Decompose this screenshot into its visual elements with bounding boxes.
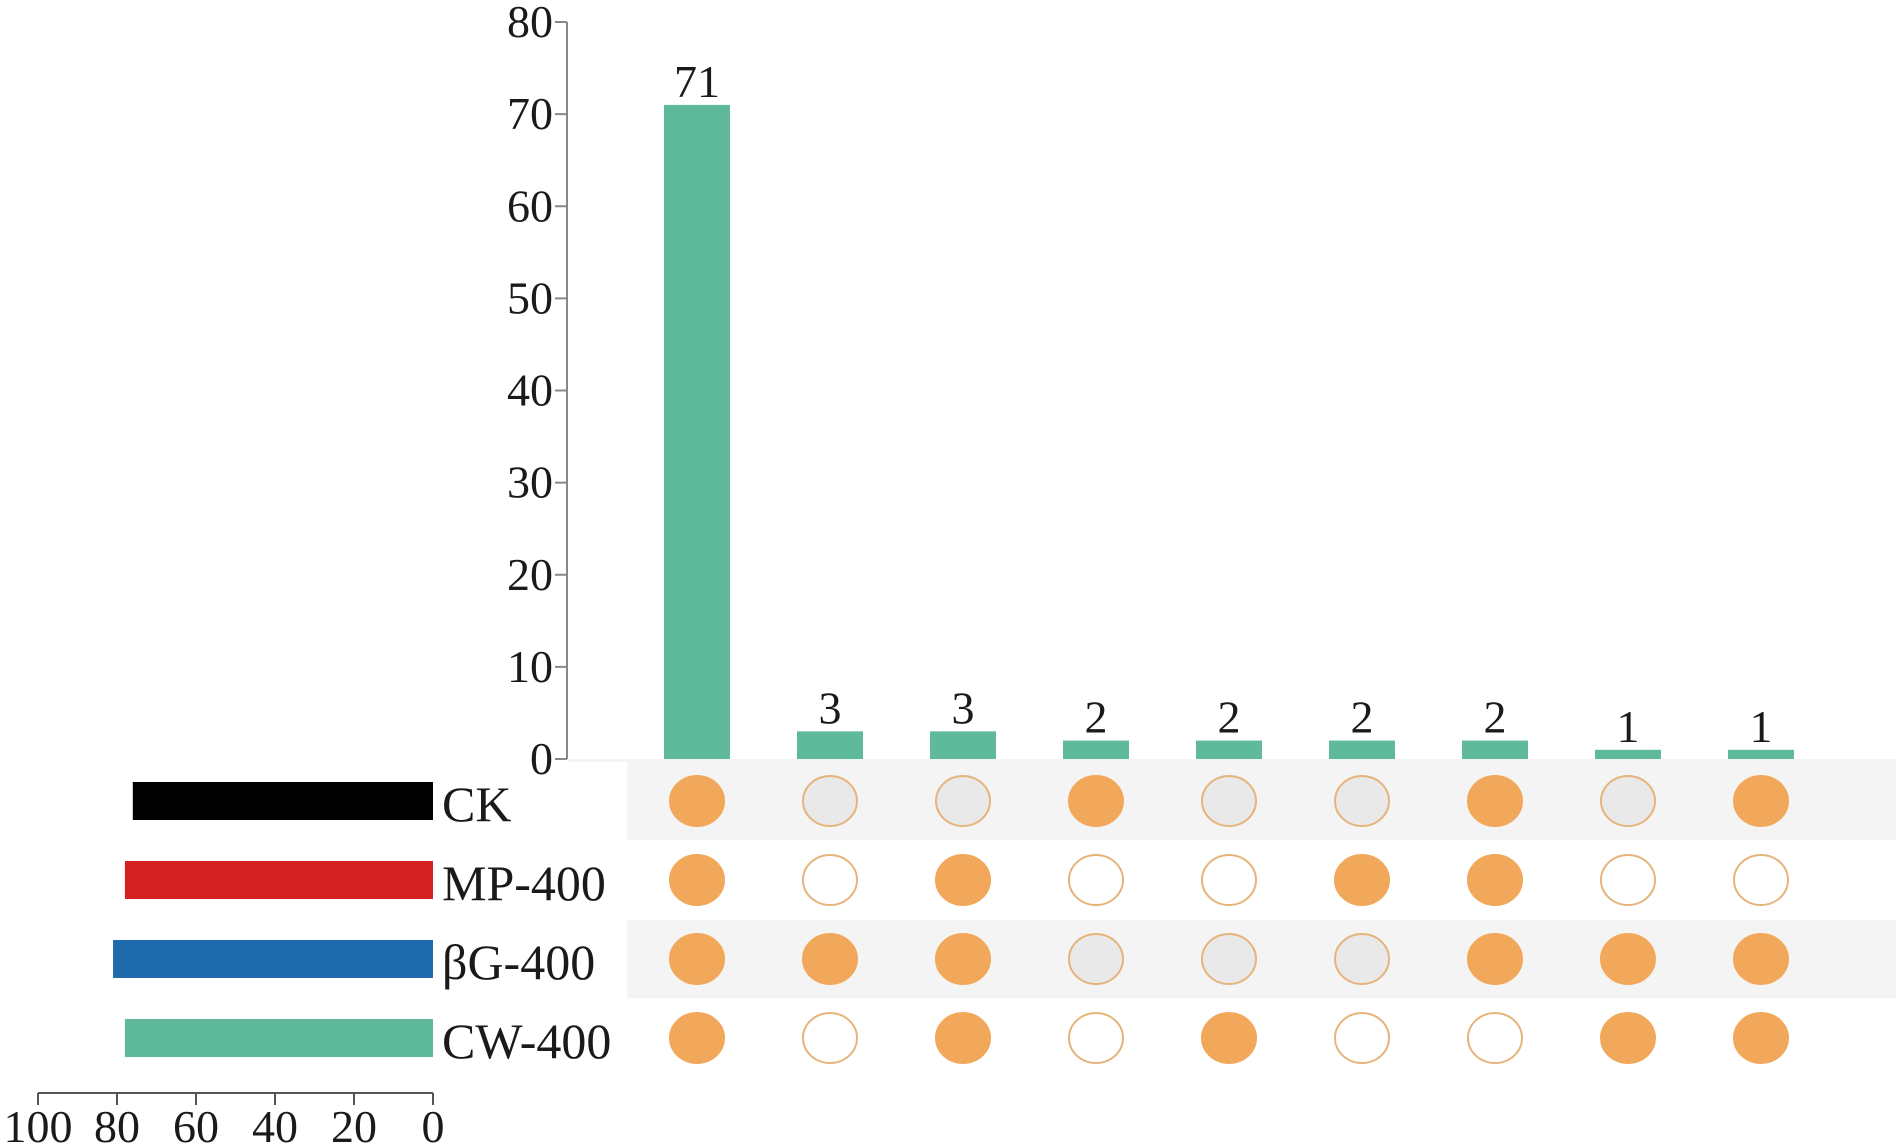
membership-dot-empty	[1334, 775, 1390, 827]
intersection-bar	[1728, 749, 1794, 759]
intersection-bar	[1595, 749, 1661, 759]
set-size-bar	[124, 1019, 434, 1057]
membership-dot-empty	[1068, 933, 1124, 985]
y-tick-label: 20	[507, 549, 553, 600]
intersection-bars	[664, 104, 1794, 760]
set-label: CW-400	[442, 1013, 611, 1069]
membership-dot-empty	[1068, 1012, 1124, 1064]
intersection-bar	[1462, 740, 1528, 759]
set-size-tick-label: 100	[4, 1101, 73, 1146]
set-size-bar	[113, 940, 434, 978]
set-size-bar	[132, 782, 434, 820]
membership-dot-empty	[802, 1012, 858, 1064]
y-tick-label: 0	[530, 733, 553, 784]
intersection-bar-label: 71	[674, 56, 720, 107]
y-tick-label: 70	[507, 88, 553, 139]
membership-dot-empty	[1201, 933, 1257, 985]
set-size-tick-label: 60	[173, 1101, 219, 1146]
membership-dot-filled	[935, 933, 991, 985]
membership-dot-empty	[802, 775, 858, 827]
intersection-bar-label: 1	[1750, 701, 1773, 752]
intersection-bar-label: 1	[1617, 701, 1640, 752]
matrix-row-backgrounds	[567, 759, 1896, 998]
membership-dot-filled	[669, 854, 725, 906]
membership-dots	[669, 775, 1789, 1064]
y-tick-label: 30	[507, 457, 553, 508]
intersection-bar-label: 2	[1484, 692, 1507, 743]
membership-dot-filled	[1201, 1012, 1257, 1064]
set-size-bars	[113, 782, 434, 1057]
membership-dot-filled	[1733, 1012, 1789, 1064]
set-size-bar	[124, 861, 434, 899]
membership-dot-empty	[1600, 854, 1656, 906]
set-labels: CK MP-400 βG-400 CW-400	[442, 776, 611, 1069]
set-size-tick-label: 20	[331, 1101, 377, 1146]
membership-dot-empty	[1733, 854, 1789, 906]
set-label: CK	[442, 776, 511, 832]
membership-dot-empty	[1334, 933, 1390, 985]
set-size-tick-label: 0	[422, 1101, 445, 1146]
intersection-bar	[1329, 740, 1395, 759]
y-tick-label: 60	[507, 180, 553, 231]
membership-dot-filled	[1467, 775, 1523, 827]
intersection-bar	[930, 731, 996, 759]
y-tick-label: 40	[507, 365, 553, 416]
membership-dot-filled	[1600, 933, 1656, 985]
membership-dot-empty	[802, 854, 858, 906]
membership-dot-filled	[1733, 775, 1789, 827]
membership-dot-empty	[1201, 775, 1257, 827]
membership-dot-filled	[1733, 933, 1789, 985]
intersection-bar-label: 2	[1351, 692, 1374, 743]
membership-dot-empty	[1334, 1012, 1390, 1064]
y-tick-label: 80	[507, 0, 553, 47]
intersection-bar-label: 3	[819, 682, 842, 733]
y-tick-label: 50	[507, 272, 553, 323]
membership-dot-filled	[1467, 854, 1523, 906]
y-axis: 0 10 20 30 40 50 60 70 80	[507, 0, 568, 784]
set-size-tick-label: 80	[94, 1101, 140, 1146]
membership-dot-filled	[1334, 854, 1390, 906]
membership-dot-empty	[1600, 775, 1656, 827]
matrix-top-band	[567, 759, 1896, 762]
set-size-axis: 100 80 60 40 20 0	[4, 1092, 445, 1146]
membership-dot-filled	[669, 775, 725, 827]
membership-dot-empty	[935, 775, 991, 827]
set-label: MP-400	[442, 855, 606, 911]
membership-dot-filled	[935, 854, 991, 906]
intersection-bar	[1063, 740, 1129, 759]
membership-dot-empty	[1201, 854, 1257, 906]
y-tick-label: 10	[507, 641, 553, 692]
intersection-bar	[797, 731, 863, 759]
membership-dot-empty	[1068, 854, 1124, 906]
membership-dot-empty	[1467, 1012, 1523, 1064]
membership-dot-filled	[935, 1012, 991, 1064]
membership-dot-filled	[669, 933, 725, 985]
intersection-bar-label: 2	[1218, 692, 1241, 743]
intersection-bar-label: 2	[1085, 692, 1108, 743]
membership-dot-filled	[1467, 933, 1523, 985]
membership-dot-filled	[1600, 1012, 1656, 1064]
membership-dot-filled	[669, 1012, 725, 1064]
set-size-tick-label: 40	[252, 1101, 298, 1146]
set-label: βG-400	[442, 934, 595, 990]
membership-dot-filled	[802, 933, 858, 985]
intersection-bar-label: 3	[952, 682, 975, 733]
membership-dot-filled	[1068, 775, 1124, 827]
intersection-bar	[1196, 740, 1262, 759]
intersection-bar	[664, 104, 730, 760]
intersection-bar-labels: 71 3 3 2 2 2 2 1 1	[674, 56, 1773, 752]
